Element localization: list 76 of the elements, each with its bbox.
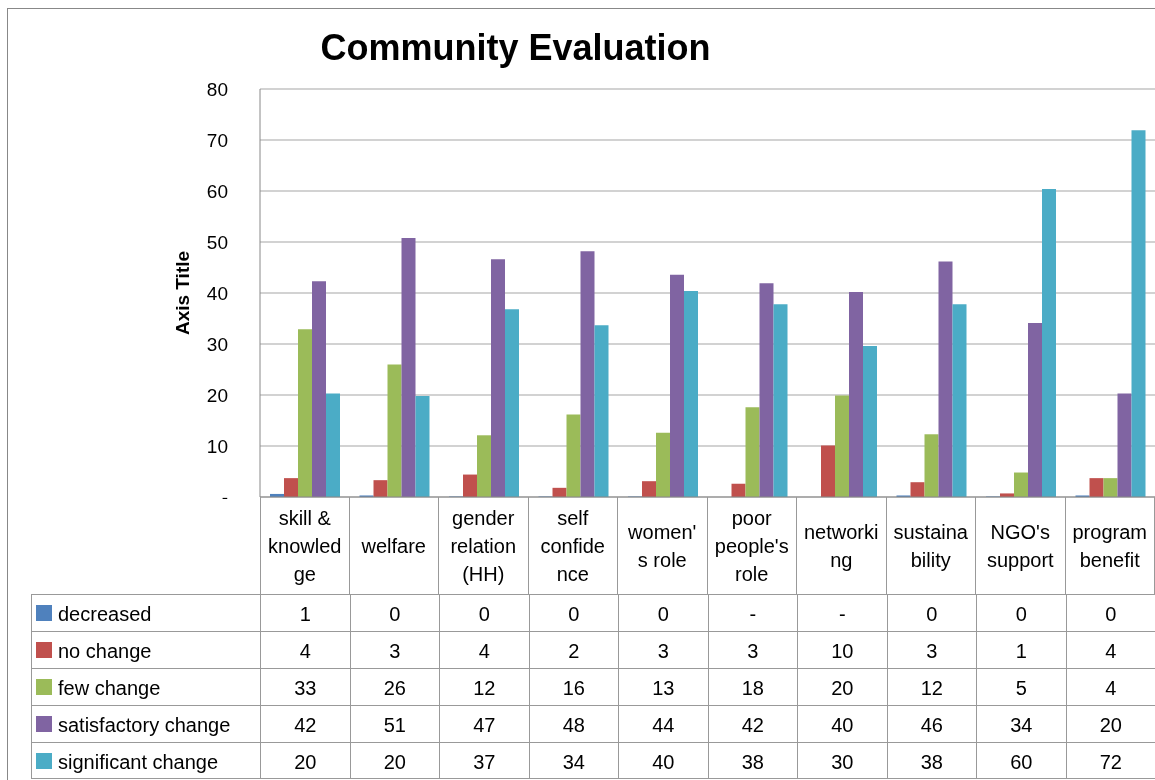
- data-label: 1: [299, 603, 311, 627]
- data-label: 4: [478, 640, 490, 664]
- data-label: 20: [1099, 714, 1122, 738]
- legend-label: satisfactory change: [58, 714, 231, 738]
- data-label: 20: [294, 751, 317, 775]
- data-label: 18: [741, 677, 764, 701]
- data-label: 42: [741, 714, 764, 738]
- data-label: 20: [831, 677, 854, 701]
- y-tick-label: 60: [206, 180, 228, 202]
- data-label: 46: [920, 714, 943, 738]
- data-label: 4: [1105, 640, 1117, 664]
- data-label: 5: [1015, 677, 1027, 701]
- data-label: 40: [831, 714, 854, 738]
- data-label: 38: [920, 751, 943, 775]
- data-label: 44: [652, 714, 675, 738]
- data-label: 48: [562, 714, 585, 738]
- data-label: 34: [1010, 714, 1033, 738]
- x-tick-label: women's role: [627, 519, 698, 573]
- data-label: 37: [473, 751, 496, 775]
- y-tick-label: 70: [206, 129, 228, 151]
- data-label: 60: [1010, 751, 1033, 775]
- data-label: 47: [473, 714, 496, 738]
- x-tick-label: self confidence: [539, 505, 606, 587]
- data-label: 1: [1015, 640, 1027, 664]
- legend-label: decreased: [58, 603, 152, 627]
- data-label: 34: [562, 751, 585, 775]
- chart-title: Community Evaluation: [319, 26, 712, 70]
- data-label: 0: [926, 603, 938, 627]
- data-label: 16: [562, 677, 585, 701]
- data-label: 40: [652, 751, 675, 775]
- data-label: 20: [383, 751, 406, 775]
- data-label: 0: [1015, 603, 1027, 627]
- data-label: 0: [478, 603, 490, 627]
- x-tick-label: skill & knowledge: [267, 505, 343, 587]
- y-tick-label: 40: [206, 282, 228, 304]
- y-tick-label: -: [221, 486, 228, 508]
- x-tick-label: sustainability: [893, 519, 969, 573]
- x-tick-label: gender relation (HH): [449, 505, 518, 587]
- legend-label: significant change: [58, 751, 219, 775]
- x-tick-label: NGO's support: [985, 519, 1055, 573]
- data-label: 33: [294, 677, 317, 701]
- data-label: 3: [747, 640, 759, 664]
- data-label: 72: [1099, 751, 1122, 775]
- data-label: 30: [831, 751, 854, 775]
- y-tick-label: 50: [206, 231, 228, 253]
- x-tick-label: welfare: [360, 533, 427, 559]
- data-label: 12: [920, 677, 943, 701]
- data-label: 12: [473, 677, 496, 701]
- legend-label: few change: [58, 677, 161, 701]
- x-tick-label: poor people's role: [714, 505, 790, 587]
- legend-label: no change: [58, 640, 152, 664]
- data-label: 0: [568, 603, 580, 627]
- y-tick-label: 20: [206, 384, 228, 406]
- data-label: -: [838, 603, 846, 627]
- data-label: 3: [389, 640, 401, 664]
- data-label: 42: [294, 714, 317, 738]
- data-label: 4: [299, 640, 311, 664]
- data-label: -: [749, 603, 757, 627]
- data-label: 13: [652, 677, 675, 701]
- data-label: 2: [568, 640, 580, 664]
- data-label: 51: [383, 714, 406, 738]
- data-label: 38: [741, 751, 764, 775]
- data-label: 26: [383, 677, 406, 701]
- data-label: 3: [657, 640, 669, 664]
- data-label: 0: [389, 603, 401, 627]
- y-tick-label: 30: [206, 333, 228, 355]
- data-label: 0: [1105, 603, 1117, 627]
- data-label: 4: [1105, 677, 1117, 701]
- data-label: 10: [831, 640, 854, 664]
- x-tick-label: networking: [803, 519, 879, 573]
- data-label: 0: [657, 603, 669, 627]
- y-tick-label: 80: [206, 78, 228, 100]
- data-label: 3: [926, 640, 938, 664]
- x-tick-label: program benefit: [1072, 519, 1148, 573]
- y-axis-title: Axis Title: [171, 250, 193, 336]
- y-tick-label: 10: [206, 435, 228, 457]
